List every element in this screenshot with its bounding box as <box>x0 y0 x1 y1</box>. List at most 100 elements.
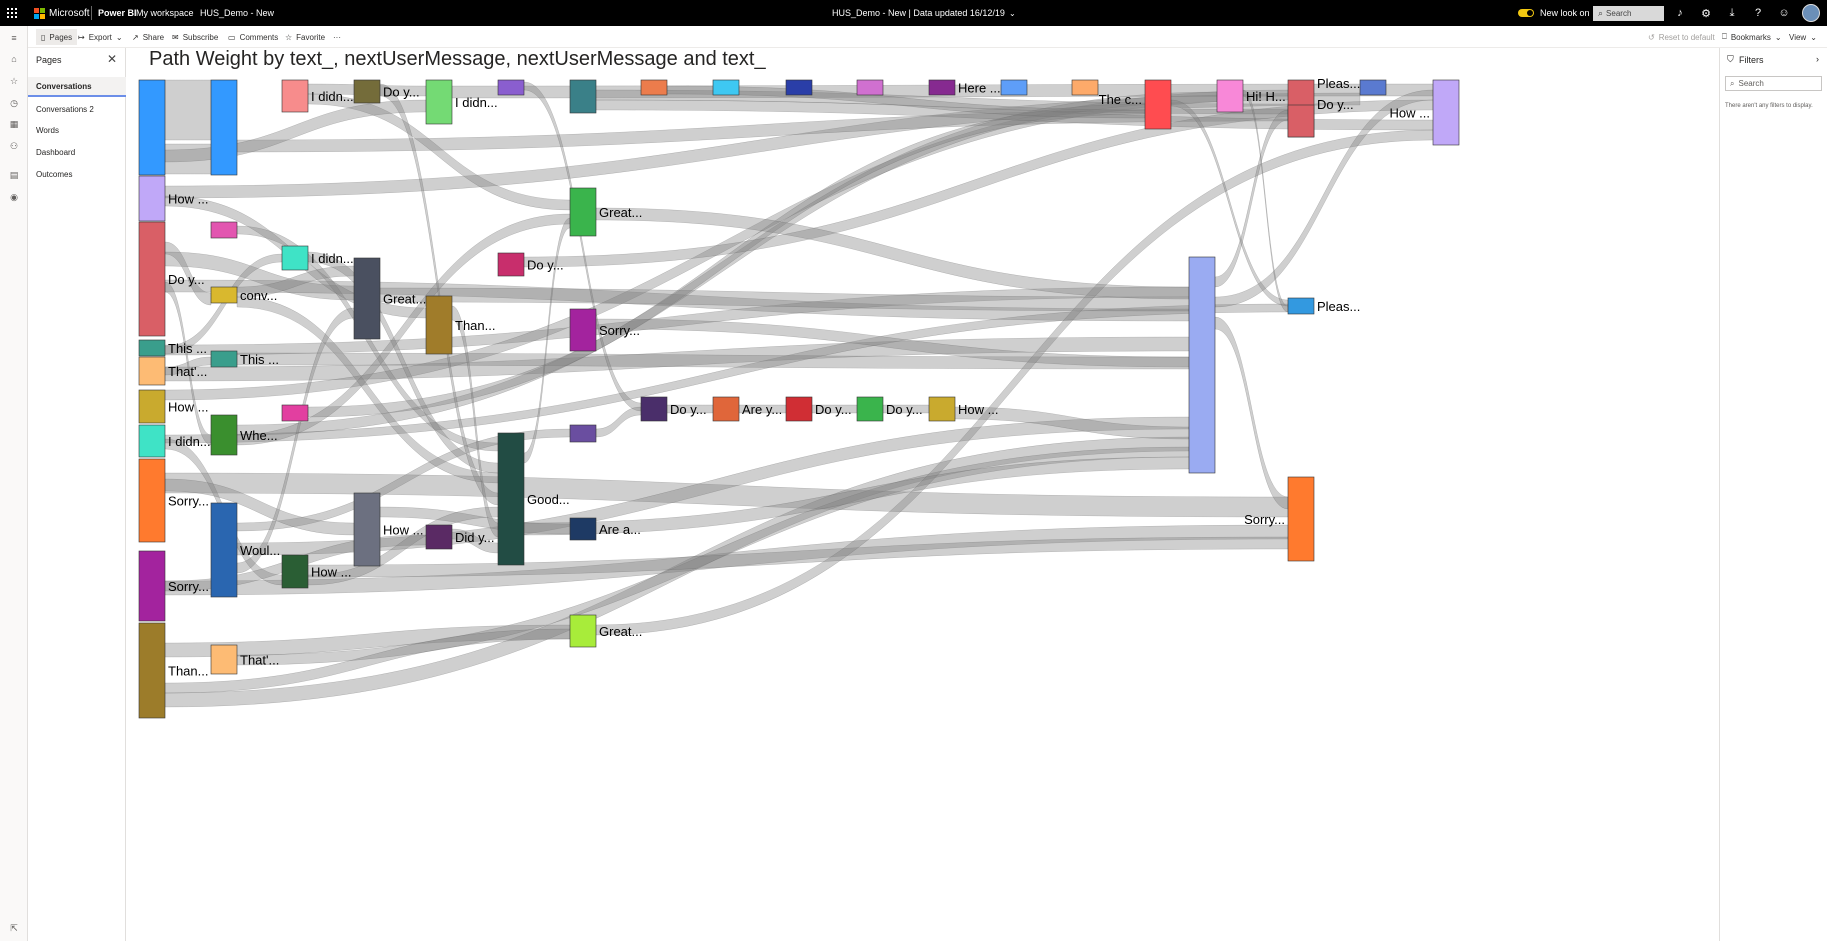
sankey-node[interactable] <box>138 424 166 458</box>
sankey-node[interactable] <box>1359 79 1387 96</box>
sankey-node[interactable] <box>210 350 238 368</box>
sankey-node[interactable] <box>425 79 453 125</box>
sankey-node[interactable] <box>425 295 453 355</box>
help-icon[interactable]: ? <box>1754 7 1762 19</box>
sankey-node[interactable] <box>210 502 238 598</box>
filter-search-box[interactable]: ⌕ Search <box>1725 76 1822 91</box>
page-tab-words[interactable]: Words <box>36 125 59 135</box>
sankey-node[interactable] <box>353 79 381 104</box>
sankey-node[interactable] <box>210 644 238 675</box>
sankey-node[interactable] <box>281 554 309 589</box>
sankey-node[interactable] <box>569 79 597 114</box>
app-launcher-icon[interactable] <box>7 0 19 26</box>
home-icon[interactable]: ⌂ <box>11 54 17 64</box>
sankey-node[interactable] <box>497 252 525 277</box>
bell-icon[interactable]: ♪ <box>1677 7 1683 19</box>
search-box[interactable]: ⌕ Search <box>1593 6 1664 21</box>
report-title-dropdown[interactable]: HUS_Demo - New | Data updated 16/12/19 ⌄ <box>832 0 1016 26</box>
my-workspace-icon[interactable]: ◉ <box>10 191 18 202</box>
reset-to-default-button[interactable]: ↺ Reset to default <box>1648 26 1715 48</box>
sankey-node[interactable] <box>856 396 884 422</box>
hamburger-icon[interactable]: ≡ <box>11 33 17 43</box>
sankey-node[interactable] <box>712 79 740 96</box>
smiley-icon[interactable]: ☺ <box>1778 7 1790 19</box>
sankey-node[interactable] <box>640 79 668 96</box>
sankey-node[interactable] <box>1188 256 1216 474</box>
sankey-node[interactable] <box>138 356 166 386</box>
avatar[interactable] <box>1802 4 1820 22</box>
recent-icon[interactable]: ◷ <box>10 97 18 108</box>
sankey-node[interactable] <box>210 414 238 456</box>
view-button[interactable]: View ⌄ <box>1789 26 1817 48</box>
sankey-link[interactable] <box>164 241 212 306</box>
pages-button[interactable]: ▯ Pages <box>36 29 78 45</box>
new-look-toggle[interactable]: New look on <box>1518 0 1590 26</box>
sankey-node[interactable] <box>210 286 238 304</box>
sankey-node[interactable] <box>138 221 166 337</box>
page-tab-outcomes[interactable]: Outcomes <box>36 169 73 179</box>
page-tab-dashboard[interactable]: Dashboard <box>36 147 76 157</box>
sankey-chart[interactable]: How ... Do y... This ... That'... How ... I d… <box>127 48 1719 941</box>
sankey-node[interactable] <box>1287 297 1315 315</box>
subscribe-button[interactable]: ✉ Subscribe <box>172 26 218 48</box>
sankey-node[interactable] <box>138 622 166 719</box>
sankey-node[interactable] <box>928 79 956 96</box>
apps-icon[interactable]: ▦ <box>9 118 19 129</box>
sankey-link[interactable] <box>164 79 212 141</box>
sankey-node[interactable] <box>1432 79 1460 146</box>
sankey-link[interactable] <box>164 92 1361 199</box>
sankey-node[interactable] <box>928 396 956 422</box>
sankey-link[interactable] <box>595 406 642 438</box>
sankey-node[interactable] <box>497 432 525 566</box>
more-options-button[interactable]: ··· <box>333 32 341 42</box>
download-icon[interactable]: ⤓ <box>1729 6 1735 19</box>
sankey-node[interactable] <box>425 524 453 550</box>
sankey-node[interactable] <box>569 614 597 648</box>
sankey-node[interactable] <box>138 550 166 622</box>
sankey-node[interactable] <box>138 389 166 424</box>
gear-icon[interactable]: ⚙ <box>1701 7 1711 20</box>
sankey-node[interactable] <box>281 245 309 271</box>
sankey-node[interactable] <box>353 492 381 567</box>
page-tab-conversations-2[interactable]: Conversations 2 <box>36 104 94 114</box>
product-name[interactable]: Power BI <box>98 8 137 18</box>
sankey-node[interactable] <box>138 175 166 222</box>
sankey-node[interactable] <box>569 187 597 237</box>
sankey-link[interactable] <box>1214 109 1289 288</box>
sankey-node[interactable] <box>1216 79 1244 113</box>
sankey-node[interactable] <box>1144 79 1172 130</box>
export-button[interactable]: ↦ Export ⌄ <box>78 26 123 48</box>
sankey-node[interactable] <box>1000 79 1028 96</box>
bookmarks-button[interactable]: ⎕ Bookmarks ⌄ <box>1722 26 1782 48</box>
sankey-node[interactable] <box>210 221 238 239</box>
microsoft-logo[interactable]: Microsoft <box>33 0 90 26</box>
sankey-node[interactable] <box>785 396 813 422</box>
sankey-node[interactable] <box>210 79 238 176</box>
sankey-node[interactable] <box>1071 79 1099 96</box>
shared-icon[interactable]: ⚇ <box>9 140 19 151</box>
share-button[interactable]: ↗ Share <box>132 26 164 48</box>
expand-icon[interactable]: ⇱ <box>10 922 18 933</box>
sankey-node[interactable] <box>569 308 597 352</box>
sankey-node[interactable] <box>640 396 668 422</box>
comments-button[interactable]: ▭ Comments <box>228 26 278 48</box>
sankey-node[interactable] <box>138 458 166 543</box>
sankey-node[interactable] <box>497 79 525 96</box>
sankey-node[interactable] <box>712 396 740 422</box>
chevron-right-icon[interactable]: › <box>1816 54 1819 64</box>
close-icon[interactable]: ✕ <box>107 52 118 66</box>
sankey-node[interactable] <box>1287 476 1315 562</box>
workspaces-icon[interactable]: ▤ <box>9 169 19 180</box>
favorite-button[interactable]: ☆ Favorite <box>285 26 325 48</box>
sankey-node[interactable] <box>856 79 884 96</box>
sankey-node[interactable] <box>569 424 597 443</box>
favorites-icon[interactable]: ☆ <box>9 75 19 86</box>
sankey-node[interactable] <box>281 404 309 422</box>
breadcrumb-report[interactable]: HUS_Demo - New <box>200 8 275 18</box>
sankey-node[interactable] <box>353 257 381 340</box>
sankey-node[interactable] <box>785 79 813 96</box>
page-tab-conversations[interactable]: Conversations <box>28 77 126 97</box>
sankey-node[interactable] <box>569 517 597 541</box>
sankey-node[interactable] <box>1287 104 1315 138</box>
sankey-node[interactable] <box>138 79 166 176</box>
